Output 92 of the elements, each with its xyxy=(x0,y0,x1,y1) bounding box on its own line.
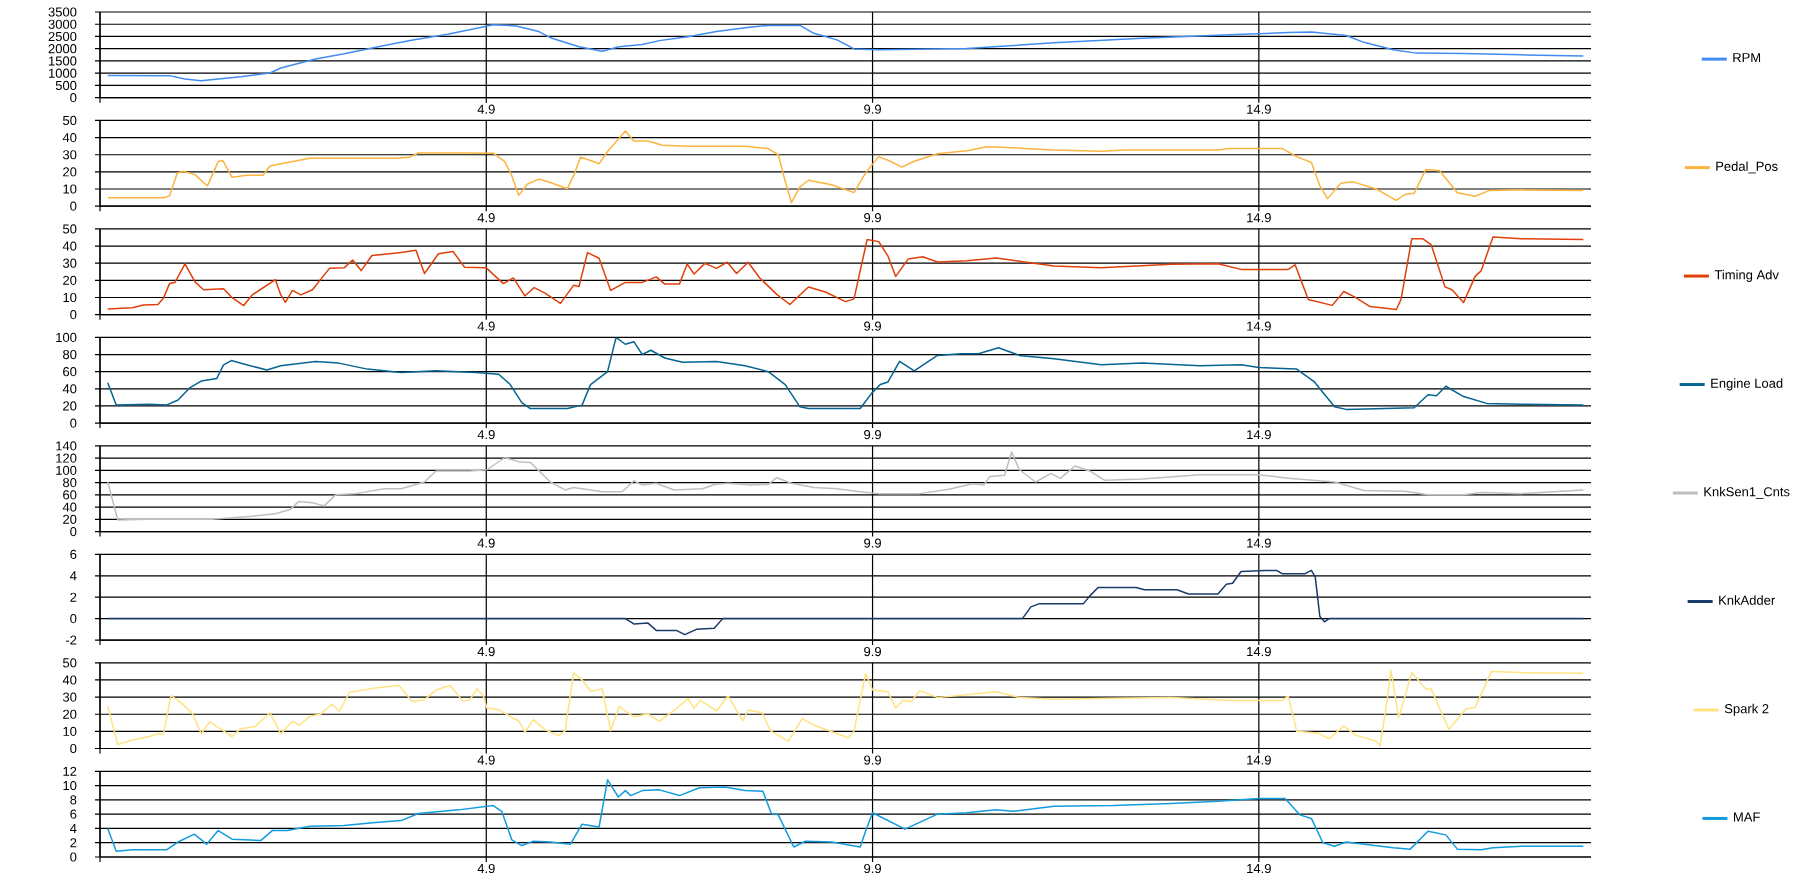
y-tick-label: 1000 xyxy=(49,68,77,78)
legend-label: Timing Adv xyxy=(1714,269,1779,282)
x-tick-label: 4.9 xyxy=(477,646,495,657)
y-tick-label: 0 xyxy=(70,201,77,211)
x-tick-label: 9.9 xyxy=(864,863,881,874)
y-tick-label: 20 xyxy=(63,514,77,524)
y-tick-label: 100 xyxy=(56,465,77,475)
x-tick-label: 4.9 xyxy=(477,321,495,331)
y-tick-label: 10 xyxy=(63,726,77,736)
y-tick-label: 0 xyxy=(70,310,77,320)
y-tick-label: 40 xyxy=(62,502,77,512)
y-tick-label: 60 xyxy=(63,367,77,377)
x-tick-label: 4.9 xyxy=(477,104,495,114)
y-tick-label: 120 xyxy=(56,453,77,463)
x-tick-label: 14.9 xyxy=(1247,104,1271,114)
x-tick-label: 9.9 xyxy=(864,104,881,114)
line-series xyxy=(106,236,1585,311)
y-tick-label: 2 xyxy=(70,592,77,602)
y-tick-label: 30 xyxy=(62,692,77,702)
legend-label: KnkSen1_Cnts xyxy=(1704,486,1790,499)
y-tick-label: 2000 xyxy=(48,44,77,54)
y-tick-label: 40 xyxy=(62,241,77,251)
legend-label: MAF xyxy=(1734,812,1760,822)
x-tick-label: 4.9 xyxy=(477,863,495,874)
y-tick-label: 2 xyxy=(70,838,77,848)
y-tick-label: 0 xyxy=(70,743,77,754)
x-tick-label: 4.9 xyxy=(477,213,495,223)
line-series xyxy=(106,779,1585,853)
y-tick-label: 10 xyxy=(63,781,77,791)
x-tick-label: 4.9 xyxy=(477,538,495,548)
line-series xyxy=(106,451,1585,521)
x-tick-label: 14.9 xyxy=(1247,321,1271,331)
y-tick-label: 4 xyxy=(70,571,77,581)
y-tick-label: 100 xyxy=(56,332,77,343)
line-series xyxy=(106,569,1585,636)
y-tick-label: 50 xyxy=(63,658,77,668)
x-tick-label: 14.9 xyxy=(1247,755,1271,765)
y-tick-label: 3000 xyxy=(48,19,77,29)
y-tick-label: 50 xyxy=(63,224,77,234)
y-tick-label: 12 xyxy=(63,766,77,776)
y-tick-label: 3500 xyxy=(48,7,77,17)
y-tick-label: 10 xyxy=(63,184,77,194)
x-tick-label: 9.9 xyxy=(864,430,881,440)
y-tick-label: 0 xyxy=(70,614,77,624)
y-tick-label: 50 xyxy=(63,115,77,126)
y-tick-label: 80 xyxy=(63,349,77,360)
x-tick-label: 9.9 xyxy=(864,538,881,548)
x-tick-label: 9.9 xyxy=(864,646,881,657)
x-tick-label: 14.9 xyxy=(1247,430,1271,440)
y-tick-label: 80 xyxy=(63,478,77,488)
y-tick-label: 1500 xyxy=(49,56,77,66)
y-tick-label: 6 xyxy=(70,549,77,559)
legend-label: Pedal_Pos xyxy=(1716,161,1778,174)
y-tick-label: 40 xyxy=(62,675,77,685)
x-tick-label: 14.9 xyxy=(1247,863,1271,874)
legend-label: Spark 2 xyxy=(1724,703,1769,716)
x-tick-label: 14.9 xyxy=(1247,538,1271,548)
y-tick-label: 6 xyxy=(70,809,77,819)
x-tick-label: 4.9 xyxy=(477,755,495,765)
y-tick-label: 4 xyxy=(70,823,77,833)
x-tick-label: 14.9 xyxy=(1247,213,1271,223)
y-tick-label: 10 xyxy=(63,292,77,303)
y-tick-label: 500 xyxy=(55,80,77,91)
y-tick-label: 30 xyxy=(62,258,77,268)
legend-label: Engine Load xyxy=(1711,378,1783,391)
x-tick-label: 9.9 xyxy=(864,321,881,331)
x-tick-label: 9.9 xyxy=(864,213,881,223)
y-tick-label: 20 xyxy=(63,401,77,411)
y-tick-label: 60 xyxy=(63,490,77,500)
legend-label: KnkAdder xyxy=(1719,595,1775,605)
line-series xyxy=(106,130,1585,204)
y-tick-label: 20 xyxy=(63,709,77,719)
line-series xyxy=(106,669,1585,747)
y-tick-label: 0 xyxy=(70,852,77,862)
legend-label: RPM xyxy=(1733,53,1761,63)
x-tick-label: 14.9 xyxy=(1247,646,1271,657)
y-tick-label: 20 xyxy=(63,167,77,177)
y-tick-label: 2500 xyxy=(48,31,77,42)
y-tick-label: 0 xyxy=(70,93,77,103)
y-tick-label: 40 xyxy=(62,384,77,394)
y-tick-label: 140 xyxy=(56,441,77,451)
y-tick-label: 0 xyxy=(70,418,77,428)
y-tick-label: 40 xyxy=(62,133,77,143)
x-tick-label: 4.9 xyxy=(477,430,495,440)
y-tick-label: -2 xyxy=(65,635,77,645)
y-tick-label: 0 xyxy=(70,526,77,537)
y-tick-label: 8 xyxy=(70,795,77,805)
line-series xyxy=(106,337,1585,411)
y-tick-label: 20 xyxy=(63,275,77,285)
line-series xyxy=(106,23,1585,82)
y-tick-label: 30 xyxy=(62,150,77,160)
x-tick-label: 9.9 xyxy=(864,755,881,765)
